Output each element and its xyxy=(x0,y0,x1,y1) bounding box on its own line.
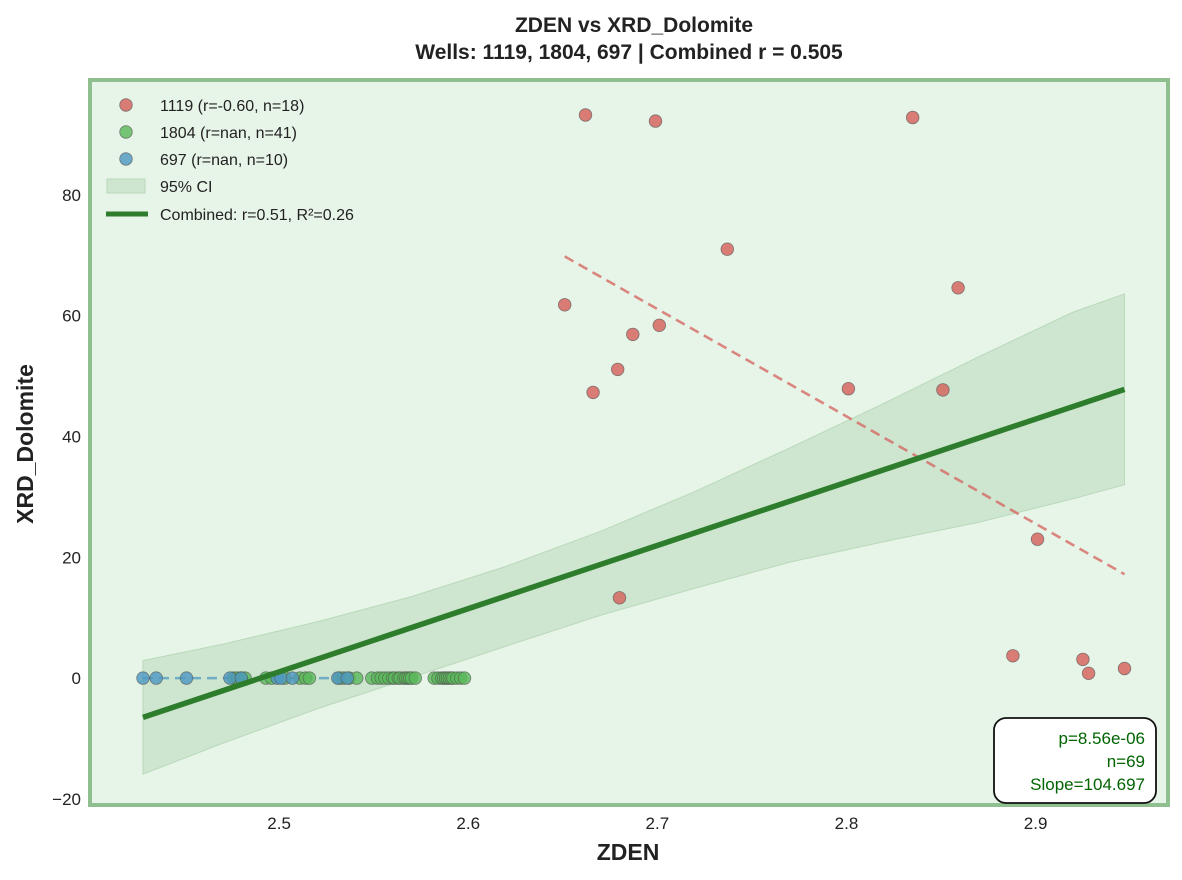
chart-subtitle: Wells: 1119, 1804, 697 | Combined r = 0.… xyxy=(415,41,843,64)
data-point-series-1 xyxy=(626,327,640,342)
data-point-series-1 xyxy=(612,591,627,605)
y-tick-label: −20 xyxy=(52,790,81,809)
stats-line: n=69 xyxy=(1107,752,1145,771)
y-tick-label: 40 xyxy=(62,427,81,446)
x-axis-label: ZDEN xyxy=(597,839,660,865)
x-tick-label: 2.5 xyxy=(267,814,291,833)
data-point-series-1 xyxy=(1076,652,1090,667)
y-tick-label: 60 xyxy=(62,307,81,326)
stats-box: p=8.56e-06 n=69 Slope=104.697 xyxy=(993,717,1157,804)
data-point-series-1 xyxy=(1081,666,1096,681)
legend-marker-series-2 xyxy=(119,125,133,139)
data-point-series-3 xyxy=(149,671,163,685)
legend-label-series-3: 697 (r=nan, n=10) xyxy=(160,152,288,169)
y-tick-label: 0 xyxy=(72,669,81,688)
data-point-series-3 xyxy=(285,671,300,685)
legend-label-series-2: 1804 (r=nan, n=41) xyxy=(160,125,297,142)
data-point-series-3 xyxy=(136,671,150,685)
data-point-series-1 xyxy=(1030,532,1045,546)
plot-frame xyxy=(88,78,1170,807)
data-point-series-3 xyxy=(223,671,237,685)
legend-marker-series-1 xyxy=(119,98,133,112)
data-point-series-1 xyxy=(936,383,950,397)
legend-marker-ci xyxy=(106,178,146,194)
data-point-series-1 xyxy=(906,110,920,125)
y-tick-label: 20 xyxy=(62,548,81,567)
y-axis-label: XRD_Dolomite xyxy=(12,364,38,524)
data-points-layer xyxy=(136,108,1132,685)
fit-line-layer xyxy=(142,386,1126,721)
y-axis-ticks: −20 0 20 40 60 80 xyxy=(52,186,81,809)
data-point-series-2 xyxy=(457,671,472,685)
data-point-series-3 xyxy=(340,671,354,685)
data-point-series-1 xyxy=(652,318,667,333)
data-point-series-1 xyxy=(720,242,735,256)
data-point-series-1 xyxy=(611,362,625,377)
legend-label-fit: Combined: r=0.51, R²=0.26 xyxy=(160,207,354,224)
stats-box-frame xyxy=(993,717,1157,804)
trend-line-series-1 xyxy=(564,255,1126,576)
data-point-series-1 xyxy=(951,281,965,295)
stats-line: Slope=104.697 xyxy=(1030,775,1145,794)
legend-marker-series-3 xyxy=(119,152,133,166)
data-point-series-2 xyxy=(408,671,423,685)
data-point-series-1 xyxy=(586,385,600,400)
x-axis-ticks: 2.5 2.6 2.7 2.8 2.9 xyxy=(267,814,1047,833)
x-tick-label: 2.6 xyxy=(456,814,480,833)
data-point-series-1 xyxy=(841,382,856,396)
stats-line: p=8.56e-06 xyxy=(1059,729,1146,748)
data-point-series-1 xyxy=(1006,649,1020,663)
data-point-series-1 xyxy=(578,108,593,122)
data-point-series-1 xyxy=(648,114,663,128)
data-point-series-3 xyxy=(179,671,194,685)
data-point-series-1 xyxy=(558,298,572,312)
chart-title: ZDEN vs XRD_Dolomite xyxy=(515,14,753,37)
legend-label-series-1: 1119 (r=-0.60, n=18) xyxy=(160,98,304,115)
y-tick-label: 80 xyxy=(62,186,81,205)
x-tick-label: 2.7 xyxy=(646,814,670,833)
legend: 1119 (r=-0.60, n=18) 1804 (r=nan, n=41) 69… xyxy=(106,98,354,224)
data-point-series-1 xyxy=(1117,661,1132,676)
combined-fit-line xyxy=(142,386,1126,721)
x-tick-label: 2.8 xyxy=(835,814,859,833)
x-tick-label: 2.9 xyxy=(1024,814,1048,833)
legend-label-ci: 95% CI xyxy=(160,179,212,196)
data-point-series-2 xyxy=(302,671,317,685)
